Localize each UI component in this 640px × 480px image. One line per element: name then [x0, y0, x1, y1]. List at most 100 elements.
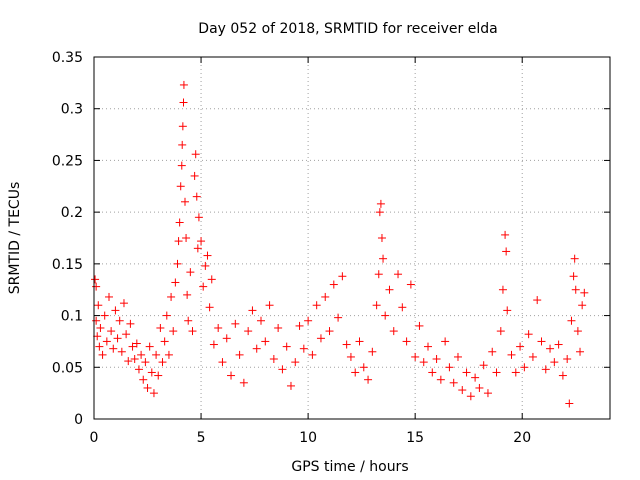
y-tick-label: 0 — [74, 412, 83, 428]
data-points — [91, 80, 589, 408]
data-point — [507, 350, 516, 359]
data-point — [375, 208, 384, 217]
chart-title: Day 052 of 2018, SRMTID for receiver eld… — [198, 21, 497, 37]
data-point — [182, 234, 191, 242]
data-point — [244, 327, 253, 336]
data-point — [104, 292, 113, 301]
data-point — [111, 306, 120, 315]
data-point — [546, 344, 555, 353]
data-point — [498, 285, 507, 294]
data-point — [573, 327, 582, 336]
data-point — [537, 337, 546, 346]
data-point — [394, 270, 403, 279]
data-point — [141, 358, 150, 367]
data-point — [479, 361, 488, 370]
data-point — [178, 122, 187, 131]
data-point — [134, 365, 143, 374]
data-point — [364, 375, 373, 384]
data-point — [374, 270, 383, 279]
x-axis-label: GPS time / hours — [291, 459, 408, 475]
data-point — [214, 323, 223, 332]
data-point — [109, 344, 118, 353]
data-point — [91, 275, 100, 284]
data-point — [411, 352, 420, 361]
x-tick-label: 0 — [90, 430, 99, 446]
data-point — [171, 278, 180, 287]
data-point — [516, 342, 525, 351]
data-point — [176, 182, 185, 191]
data-point — [98, 350, 107, 359]
data-point — [177, 161, 186, 170]
data-point — [122, 330, 131, 339]
data-point — [346, 352, 355, 361]
data-point — [188, 327, 197, 336]
data-point — [445, 363, 454, 372]
data-point — [201, 261, 210, 270]
data-point — [379, 254, 388, 263]
data-point — [368, 347, 377, 356]
data-point — [180, 197, 189, 206]
data-point — [299, 344, 308, 353]
data-point — [453, 352, 462, 361]
data-point — [269, 355, 278, 364]
x-tick-label: 5 — [197, 430, 206, 446]
data-point — [92, 282, 101, 291]
data-point — [203, 251, 212, 260]
data-point — [550, 358, 559, 367]
data-point — [308, 350, 317, 359]
data-point — [502, 247, 511, 256]
y-tick-label: 0.3 — [61, 102, 83, 118]
data-point — [567, 316, 576, 325]
x-tick-label: 20 — [513, 430, 531, 446]
data-point — [316, 334, 325, 343]
data-point — [488, 347, 497, 356]
data-point — [92, 316, 101, 325]
data-point — [252, 344, 261, 353]
data-point — [179, 80, 188, 89]
data-point — [355, 337, 364, 346]
data-point — [227, 371, 236, 380]
data-point — [295, 321, 304, 330]
data-point — [385, 285, 394, 294]
data-point — [533, 296, 542, 305]
data-point — [175, 218, 184, 227]
data-point — [152, 350, 161, 359]
data-point — [428, 368, 437, 377]
data-point — [179, 98, 188, 107]
data-point — [372, 301, 381, 310]
data-point — [169, 327, 178, 336]
data-point — [496, 327, 505, 336]
data-point — [503, 306, 512, 315]
data-point — [312, 301, 321, 310]
data-point — [93, 332, 102, 341]
data-point — [338, 272, 347, 281]
data-point — [304, 316, 313, 325]
data-point — [94, 301, 103, 310]
data-point — [321, 292, 330, 301]
data-point — [406, 280, 415, 289]
data-point — [115, 316, 124, 325]
data-point — [158, 358, 167, 367]
data-point — [173, 259, 182, 268]
data-point — [160, 337, 169, 346]
data-point — [145, 342, 154, 351]
data-point — [570, 254, 579, 263]
data-point — [193, 244, 202, 253]
data-point — [197, 237, 206, 246]
data-point — [102, 337, 111, 346]
data-point — [398, 303, 407, 312]
data-point — [325, 327, 334, 336]
y-tick-label: 0.05 — [52, 360, 83, 376]
data-point — [565, 399, 574, 408]
data-point — [541, 365, 550, 374]
data-point — [381, 311, 390, 320]
data-point — [520, 363, 529, 372]
data-point — [466, 392, 475, 401]
data-point — [571, 285, 580, 294]
data-point — [222, 334, 231, 343]
data-point — [329, 280, 338, 289]
data-point — [164, 350, 173, 359]
data-point — [132, 339, 141, 348]
data-point — [231, 319, 240, 328]
